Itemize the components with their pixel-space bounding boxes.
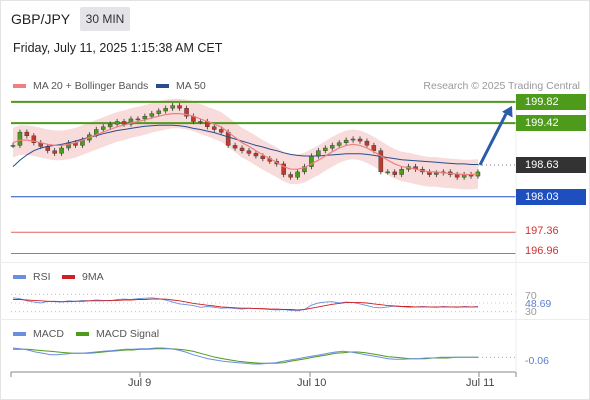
level-label-resistance-1: 199.42 xyxy=(516,115,586,132)
timestamp: Friday, July 11, 2025 1:15:38 AM CET xyxy=(13,41,223,55)
legend-ma50-label: MA 50 xyxy=(176,80,206,92)
credit-text: Research © 2025 Trading Central xyxy=(423,80,580,92)
candle-body xyxy=(330,145,335,149)
panel-separator xyxy=(0,319,590,320)
candle-body xyxy=(316,150,321,157)
legend-ma20-label: MA 20 + Bollinger Bands xyxy=(33,80,149,92)
level-label-resistance-2: 199.82 xyxy=(516,93,586,110)
candle-body xyxy=(163,108,168,112)
candle-body xyxy=(246,150,252,154)
legend-rsi-label: RSI xyxy=(33,271,51,283)
rsi-swatch xyxy=(13,275,26,279)
candle-body xyxy=(454,174,460,178)
macd-current-value: -0.06 xyxy=(525,355,549,367)
projection-arrow-shaft xyxy=(478,113,508,166)
candle-body xyxy=(198,121,203,123)
level-label-pivot: 198.03 xyxy=(516,188,586,205)
candle-body xyxy=(371,145,377,151)
legend-macd-signal-label: MACD Signal xyxy=(96,328,160,340)
panel-separator xyxy=(0,262,590,263)
candle-body xyxy=(378,150,384,173)
candle-body xyxy=(350,138,356,141)
candle-body xyxy=(385,171,391,174)
legend-ma50: MA 50 xyxy=(156,80,206,92)
candle-body xyxy=(302,166,307,173)
ma20-line xyxy=(12,113,479,176)
candle-body xyxy=(218,129,224,133)
legend-rsi-ma: 9MA xyxy=(62,271,104,283)
rsi-line xyxy=(12,297,479,312)
candle-body xyxy=(17,131,23,146)
candle-body xyxy=(100,126,106,130)
candle-body xyxy=(232,145,238,149)
candle-body xyxy=(288,174,293,178)
candle-body xyxy=(323,147,328,151)
last-price-label: 198.63 xyxy=(516,157,586,173)
candle-body xyxy=(357,138,363,142)
candle-body xyxy=(135,118,141,121)
candle-body xyxy=(239,147,245,151)
legend-rsi: RSI xyxy=(13,271,51,283)
candle-body xyxy=(295,171,300,178)
x-tick-label: Jul 9 xyxy=(128,377,152,389)
candle-body xyxy=(253,153,259,157)
macd-swatch xyxy=(13,332,26,336)
candle-body xyxy=(260,155,266,159)
macd-line xyxy=(12,347,478,365)
rsi-tick-70: 70 xyxy=(525,290,537,302)
rsi-tick-30: 30 xyxy=(525,306,537,318)
candle-body xyxy=(170,105,175,109)
ma50-swatch xyxy=(156,84,169,88)
candle-body xyxy=(392,171,398,175)
candle-body xyxy=(121,121,127,125)
candle-body xyxy=(211,126,217,130)
candle-body xyxy=(128,118,134,125)
projection-arrow-head xyxy=(502,105,513,118)
candle-body xyxy=(107,123,113,128)
candle-body xyxy=(114,121,120,125)
x-tick-label: Jul 11 xyxy=(466,377,495,389)
level-label-support-2: 196.96 xyxy=(525,245,559,257)
legend-macd: MACD xyxy=(13,328,64,340)
legend-rsi-ma-label: 9MA xyxy=(82,271,104,283)
level-label-support-1: 197.36 xyxy=(525,225,559,237)
candle-body xyxy=(59,147,64,154)
interval-button[interactable]: 30 MIN xyxy=(80,7,130,31)
candle-body xyxy=(343,139,349,144)
candle-body xyxy=(10,145,16,147)
candle-body xyxy=(184,108,189,117)
candle-body xyxy=(364,140,370,146)
candle-body xyxy=(336,142,342,146)
candle-body xyxy=(149,113,155,117)
macd-signal-swatch xyxy=(76,332,89,336)
rsi-ma-line xyxy=(13,298,478,311)
candle-body xyxy=(142,115,148,120)
rsi-ma-swatch xyxy=(62,275,75,279)
candle-body xyxy=(24,131,30,137)
rsi-current-value: 48.69 xyxy=(525,298,552,310)
macd-signal-line xyxy=(13,348,478,364)
candle-body xyxy=(225,131,231,146)
x-tick-label: Jul 10 xyxy=(297,377,327,389)
candle-body xyxy=(31,135,37,143)
candle-body xyxy=(52,150,57,154)
ma20-swatch xyxy=(13,84,26,88)
candle-body xyxy=(434,172,439,175)
legend-macd-signal: MACD Signal xyxy=(76,328,159,340)
symbol-title: GBP/JPY xyxy=(11,11,71,27)
legend-ma20-bb: MA 20 + Bollinger Bands xyxy=(13,80,148,92)
candle-body xyxy=(281,163,286,175)
legend-macd-label: MACD xyxy=(33,328,64,340)
candle-body xyxy=(399,168,404,175)
candle-body xyxy=(177,105,182,109)
candle-body xyxy=(156,110,161,114)
